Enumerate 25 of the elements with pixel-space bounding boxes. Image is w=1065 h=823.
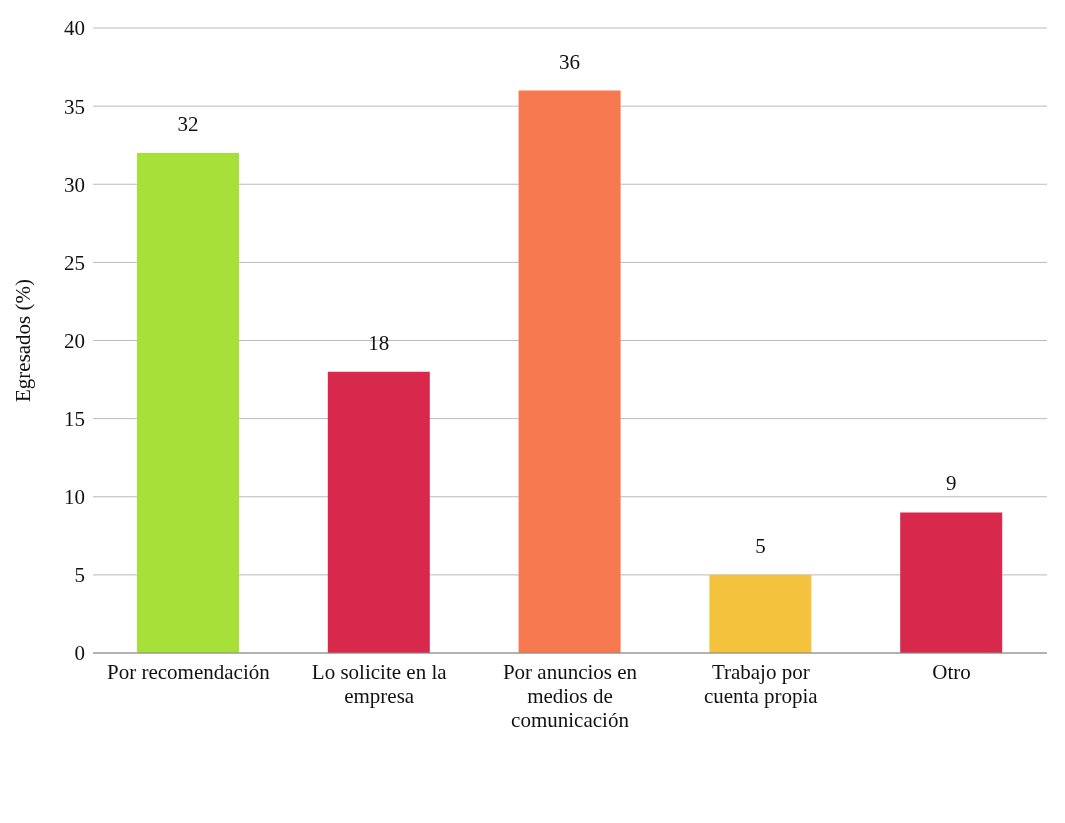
bar: [900, 512, 1003, 653]
y-tick-label: 35: [64, 94, 85, 119]
y-tick-label: 10: [64, 485, 85, 510]
x-tick-label: Otro: [932, 660, 971, 684]
x-tick-label: Por anuncios en medios de comunicación: [502, 660, 638, 732]
data-label: 36: [559, 49, 581, 74]
y-tick-label: 0: [74, 641, 85, 666]
y-tick-label: 25: [64, 250, 85, 275]
bar: [137, 153, 239, 653]
y-tick-label: 5: [74, 563, 85, 588]
y-tick-label: 30: [64, 172, 85, 197]
bar: [518, 90, 621, 653]
x-tick-label: Por recomendación: [107, 660, 271, 684]
data-label: 9: [945, 471, 957, 496]
y-axis-title: Egresados (%): [11, 278, 36, 403]
x-tick-label: Trabajo por cuenta propia: [703, 660, 819, 708]
y-tick-label: 40: [64, 16, 85, 41]
y-tick-label: 20: [64, 328, 85, 353]
bar: [327, 371, 430, 653]
data-label: 32: [177, 112, 199, 136]
x-tick-label: Lo solicite en la empresa: [311, 660, 448, 708]
data-label: 5: [755, 533, 766, 558]
y-tick-label: 15: [64, 407, 85, 432]
bar: [709, 574, 812, 653]
data-label: 18: [368, 330, 390, 355]
